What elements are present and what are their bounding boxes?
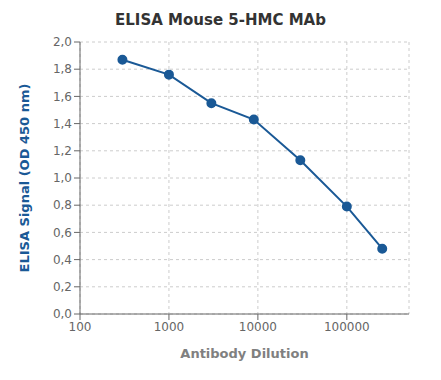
svg-text:1,6: 1,6 <box>53 90 72 104</box>
svg-text:0,6: 0,6 <box>53 226 72 240</box>
svg-text:100: 100 <box>69 320 92 334</box>
svg-text:1000: 1000 <box>154 320 185 334</box>
svg-text:10000: 10000 <box>239 320 277 334</box>
svg-text:Antibody Dilution: Antibody Dilution <box>180 346 308 361</box>
svg-text:100000: 100000 <box>324 320 370 334</box>
svg-text:1,0: 1,0 <box>53 171 72 185</box>
svg-text:0,2: 0,2 <box>53 280 72 294</box>
html-text:ELISA Mouse 5-HMC MAb: ELISA Mouse 5-HMC MAb <box>115 11 326 29</box>
svg-text:1,8: 1,8 <box>53 62 72 76</box>
svg-text:0,0: 0,0 <box>53 307 72 321</box>
svg-text:1,2: 1,2 <box>53 144 72 158</box>
svg-text:0,8: 0,8 <box>53 198 72 212</box>
svg-text:ELISA Signal (OD 450 nm): ELISA Signal (OD 450 nm) <box>17 84 32 273</box>
svg-text:0,4: 0,4 <box>53 253 72 267</box>
svg-text:2,0: 2,0 <box>53 35 72 49</box>
svg-text:1,4: 1,4 <box>53 117 72 131</box>
